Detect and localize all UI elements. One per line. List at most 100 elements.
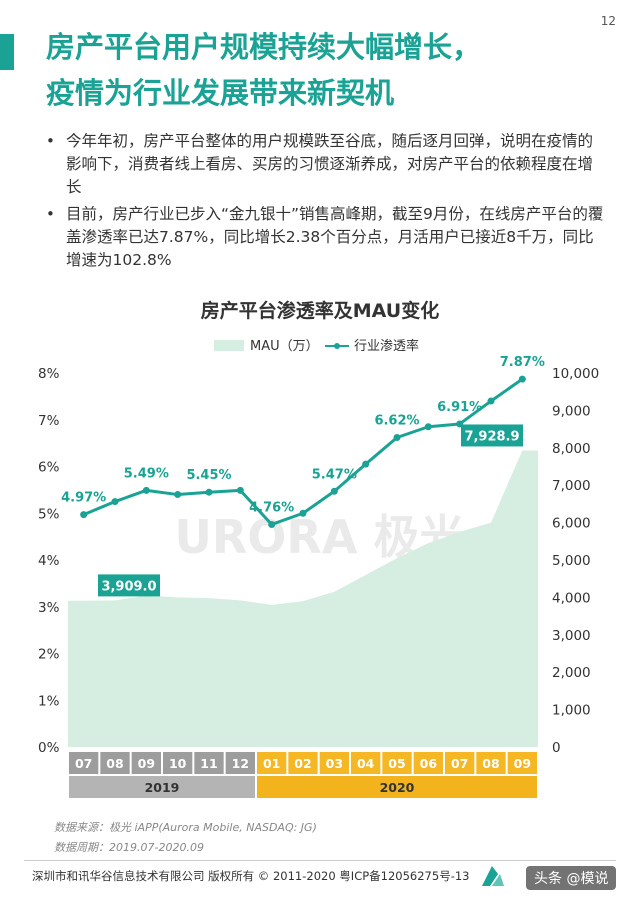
- penetration-point: [330, 487, 338, 495]
- month-label: 11: [200, 756, 217, 771]
- right-axis-tick: 0: [552, 740, 561, 756]
- mau-label: 7,928.9: [464, 429, 519, 444]
- penetration-point: [299, 509, 307, 517]
- month-label: 09: [138, 756, 155, 771]
- right-axis-tick: 9,000: [552, 403, 591, 419]
- month-box: [351, 752, 381, 774]
- penetration-point: [362, 460, 370, 468]
- source-line-1: 数据来源：极光 iAPP(Aurora Mobile, NASDAQ: JG): [54, 821, 317, 834]
- penetration-point: [393, 434, 401, 442]
- month-label: 12: [232, 756, 249, 771]
- mau-label-box: [461, 424, 523, 447]
- penetration-label: 4.97%: [61, 491, 106, 506]
- data-source: 数据来源：极光 iAPP(Aurora Mobile, NASDAQ: JG) …: [54, 818, 317, 858]
- left-axis-tick: 6%: [38, 460, 60, 476]
- left-axis-tick: 3%: [38, 600, 60, 616]
- penetration-label: 5.47%: [312, 467, 357, 482]
- right-axis-tick: 10,000: [552, 366, 599, 382]
- left-axis-tick: 4%: [38, 553, 60, 569]
- month-label: 04: [357, 756, 375, 771]
- right-axis-tick: 6,000: [552, 516, 591, 532]
- month-label: 03: [326, 756, 343, 771]
- legend-line-marker: [334, 343, 340, 349]
- month-box: [194, 752, 224, 774]
- month-box: [507, 752, 537, 774]
- penetration-point: [487, 397, 495, 405]
- watermark-badge: 头条 @模说: [526, 866, 617, 890]
- penetration-label: 6.91%: [437, 400, 482, 415]
- month-box: [69, 752, 99, 774]
- left-axis-tick: 1%: [38, 693, 60, 709]
- penetration-label: 5.49%: [124, 466, 169, 481]
- bullet-item: 目前，房产行业已步入“金九银十”销售高峰期，截至9月份，在线房产平台的覆盖渗透率…: [42, 203, 607, 272]
- month-label: 08: [482, 756, 499, 771]
- year-box: [257, 776, 537, 798]
- right-axis-tick: 4,000: [552, 590, 591, 606]
- penetration-label: 4.76%: [249, 500, 294, 515]
- chart-title: 房产平台渗透率及MAU变化: [200, 300, 440, 322]
- footer-divider: [24, 860, 616, 861]
- penetration-point: [80, 511, 88, 519]
- month-label: 06: [420, 756, 438, 771]
- right-axis-tick: 2,000: [552, 665, 591, 681]
- month-label: 05: [388, 756, 405, 771]
- mau-area: [68, 450, 538, 747]
- month-box: [382, 752, 412, 774]
- penetration-point: [424, 423, 432, 431]
- left-axis-tick: 2%: [38, 647, 60, 663]
- logo-mark-accent-icon: [492, 874, 504, 886]
- source-line-2: 数据周期：2019.07-2020.09: [54, 841, 204, 854]
- title-line-2: 疫情为行业发展带来新契机: [46, 76, 395, 110]
- penetration-point: [518, 375, 526, 383]
- month-box: [131, 752, 161, 774]
- month-label: 07: [75, 756, 92, 771]
- penetration-point: [236, 486, 244, 494]
- year-label: 2019: [145, 780, 180, 795]
- penetration-point: [268, 520, 276, 528]
- month-box: [445, 752, 475, 774]
- left-axis-tick: 7%: [38, 413, 60, 429]
- page-number: 12: [600, 14, 616, 28]
- penetration-label: 5.45%: [186, 468, 231, 483]
- penetration-point: [142, 486, 150, 494]
- legend-label: MAU（万）: [250, 339, 319, 354]
- aurora-logo: [482, 866, 504, 886]
- right-axis-tick: 7,000: [552, 478, 591, 494]
- month-box: [319, 752, 349, 774]
- month-label: 01: [263, 756, 280, 771]
- month-box: [257, 752, 287, 774]
- right-axis-tick: 8,000: [552, 441, 591, 457]
- title-line-1: 房产平台用户规模持续大幅增长，: [46, 30, 482, 64]
- bullet-item: 今年年初，房产平台整体的用户规模跌至谷底，随后逐月回弹，说明在疫情的影响下，消费…: [42, 130, 607, 199]
- month-label: 02: [294, 756, 311, 771]
- footer-copyright: 深圳市和讯华谷信息技术有限公司 版权所有 © 2011-2020 粤ICP备12…: [32, 869, 470, 883]
- logo-mark-icon: [482, 866, 498, 886]
- month-label: 07: [451, 756, 468, 771]
- left-axis-tick: 8%: [38, 366, 60, 382]
- month-box: [476, 752, 506, 774]
- penetration-label: 7.87%: [500, 355, 545, 370]
- legend-area-swatch: [214, 340, 244, 351]
- penetration-point: [174, 491, 182, 499]
- mau-label-box: [98, 574, 160, 597]
- left-axis-tick: 5%: [38, 506, 60, 522]
- title-accent-bar: [0, 34, 14, 70]
- penetration-label: 6.62%: [374, 414, 419, 429]
- month-box: [225, 752, 255, 774]
- year-label: 2020: [380, 780, 415, 795]
- page-title: 房产平台用户规模持续大幅增长， 疫情为行业发展带来新契机: [46, 24, 481, 116]
- month-box: [163, 752, 193, 774]
- right-axis-tick: 5,000: [552, 553, 591, 569]
- month-label: 08: [106, 756, 123, 771]
- month-box: [413, 752, 443, 774]
- right-axis-tick: 1,000: [552, 703, 591, 719]
- month-label: 09: [514, 756, 531, 771]
- penetration-point: [205, 488, 213, 496]
- left-axis-tick: 0%: [38, 740, 60, 756]
- year-box: [69, 776, 255, 798]
- penetration-point: [111, 498, 119, 506]
- month-label: 10: [169, 756, 187, 771]
- mau-label: 3,909.0: [101, 579, 156, 594]
- right-axis-tick: 3,000: [552, 628, 591, 644]
